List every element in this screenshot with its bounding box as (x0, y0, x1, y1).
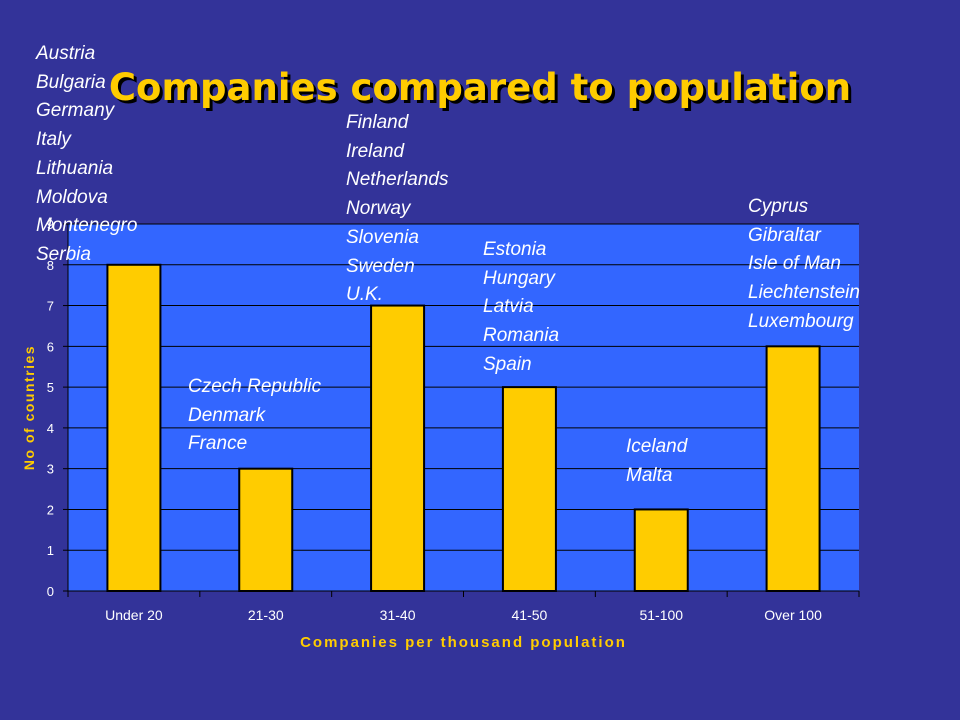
x-tick-label: 31-40 (380, 607, 416, 623)
y-tick-label: 7 (47, 299, 54, 314)
plot-area (68, 224, 859, 591)
country-name: Slovenia (346, 226, 419, 248)
country-name: Hungary (483, 267, 555, 289)
country-name: Gibraltar (748, 224, 821, 246)
country-name: Estonia (483, 239, 547, 260)
y-tick-label: 4 (47, 421, 54, 436)
country-name: Bulgaria (36, 71, 106, 93)
country-list: Estonia Hungary Latvia Romania Spain (483, 236, 559, 380)
bar (633, 508, 689, 593)
bar (370, 304, 426, 592)
country-name: U.K. (346, 284, 383, 306)
country-list: Czech Republic Denmark France (188, 373, 321, 459)
country-name: Spain (483, 353, 532, 375)
bar (106, 263, 162, 592)
country-list: Austria Bulgaria Germany Italy Lithuania Mold… (36, 40, 137, 270)
country-name: France (188, 433, 248, 455)
country-name: Ireland (346, 140, 405, 162)
x-tick-label: 21-30 (248, 607, 284, 623)
country-name: Montenegro (36, 215, 138, 237)
x-tick-label: Over 100 (764, 607, 822, 623)
country-name: Luxembourg (748, 310, 854, 332)
bar (765, 345, 821, 593)
country-name: Latvia (483, 296, 534, 318)
country-name: Germany (36, 100, 115, 122)
country-name: Serbia (36, 243, 91, 265)
country-list: Cyprus Gibraltar Isle of Man Liechtenstein L… (748, 193, 860, 337)
country-list: Iceland Malta (626, 433, 687, 490)
y-tick-label: 0 (47, 584, 54, 599)
y-axis-title: No of countries (21, 345, 37, 470)
x-tick-label: Under 20 (105, 607, 163, 623)
country-name: Austria (36, 43, 96, 64)
country-name: Italy (36, 129, 71, 151)
y-tick-label: 3 (47, 462, 54, 477)
country-name: Norway (346, 198, 411, 220)
country-name: Malta (626, 464, 673, 486)
country-name: Romania (483, 325, 560, 347)
country-name: Isle of Man (748, 253, 841, 275)
bar (501, 386, 557, 592)
country-name: Cyprus (748, 196, 809, 217)
x-tick-label: 51-100 (639, 607, 683, 623)
x-axis-title: Companies per thousand population (300, 634, 627, 651)
bar (238, 467, 294, 592)
x-tick-label: 41-50 (512, 607, 548, 623)
country-name: Sweden (346, 255, 415, 277)
country-list: Finland Ireland Netherlands Norway Slovenia S… (346, 109, 448, 310)
country-name: Lithuania (36, 157, 114, 179)
country-name: Netherlands (346, 169, 449, 191)
country-name: Iceland (626, 436, 688, 457)
country-name: Denmark (188, 404, 266, 426)
y-tick-label: 9 (47, 217, 54, 232)
y-tick-label: 5 (47, 380, 54, 395)
slide-title: Companies compared to population (108, 66, 852, 109)
country-name: Moldova (36, 186, 108, 208)
country-name: Czech Republic (188, 376, 322, 397)
y-tick-label: 1 (47, 543, 54, 558)
country-name: Finland (346, 112, 409, 133)
y-tick-label: 6 (47, 339, 54, 354)
y-tick-label: 2 (47, 502, 54, 517)
y-tick-label: 8 (47, 258, 54, 273)
country-name: Liechtenstein (748, 282, 860, 304)
